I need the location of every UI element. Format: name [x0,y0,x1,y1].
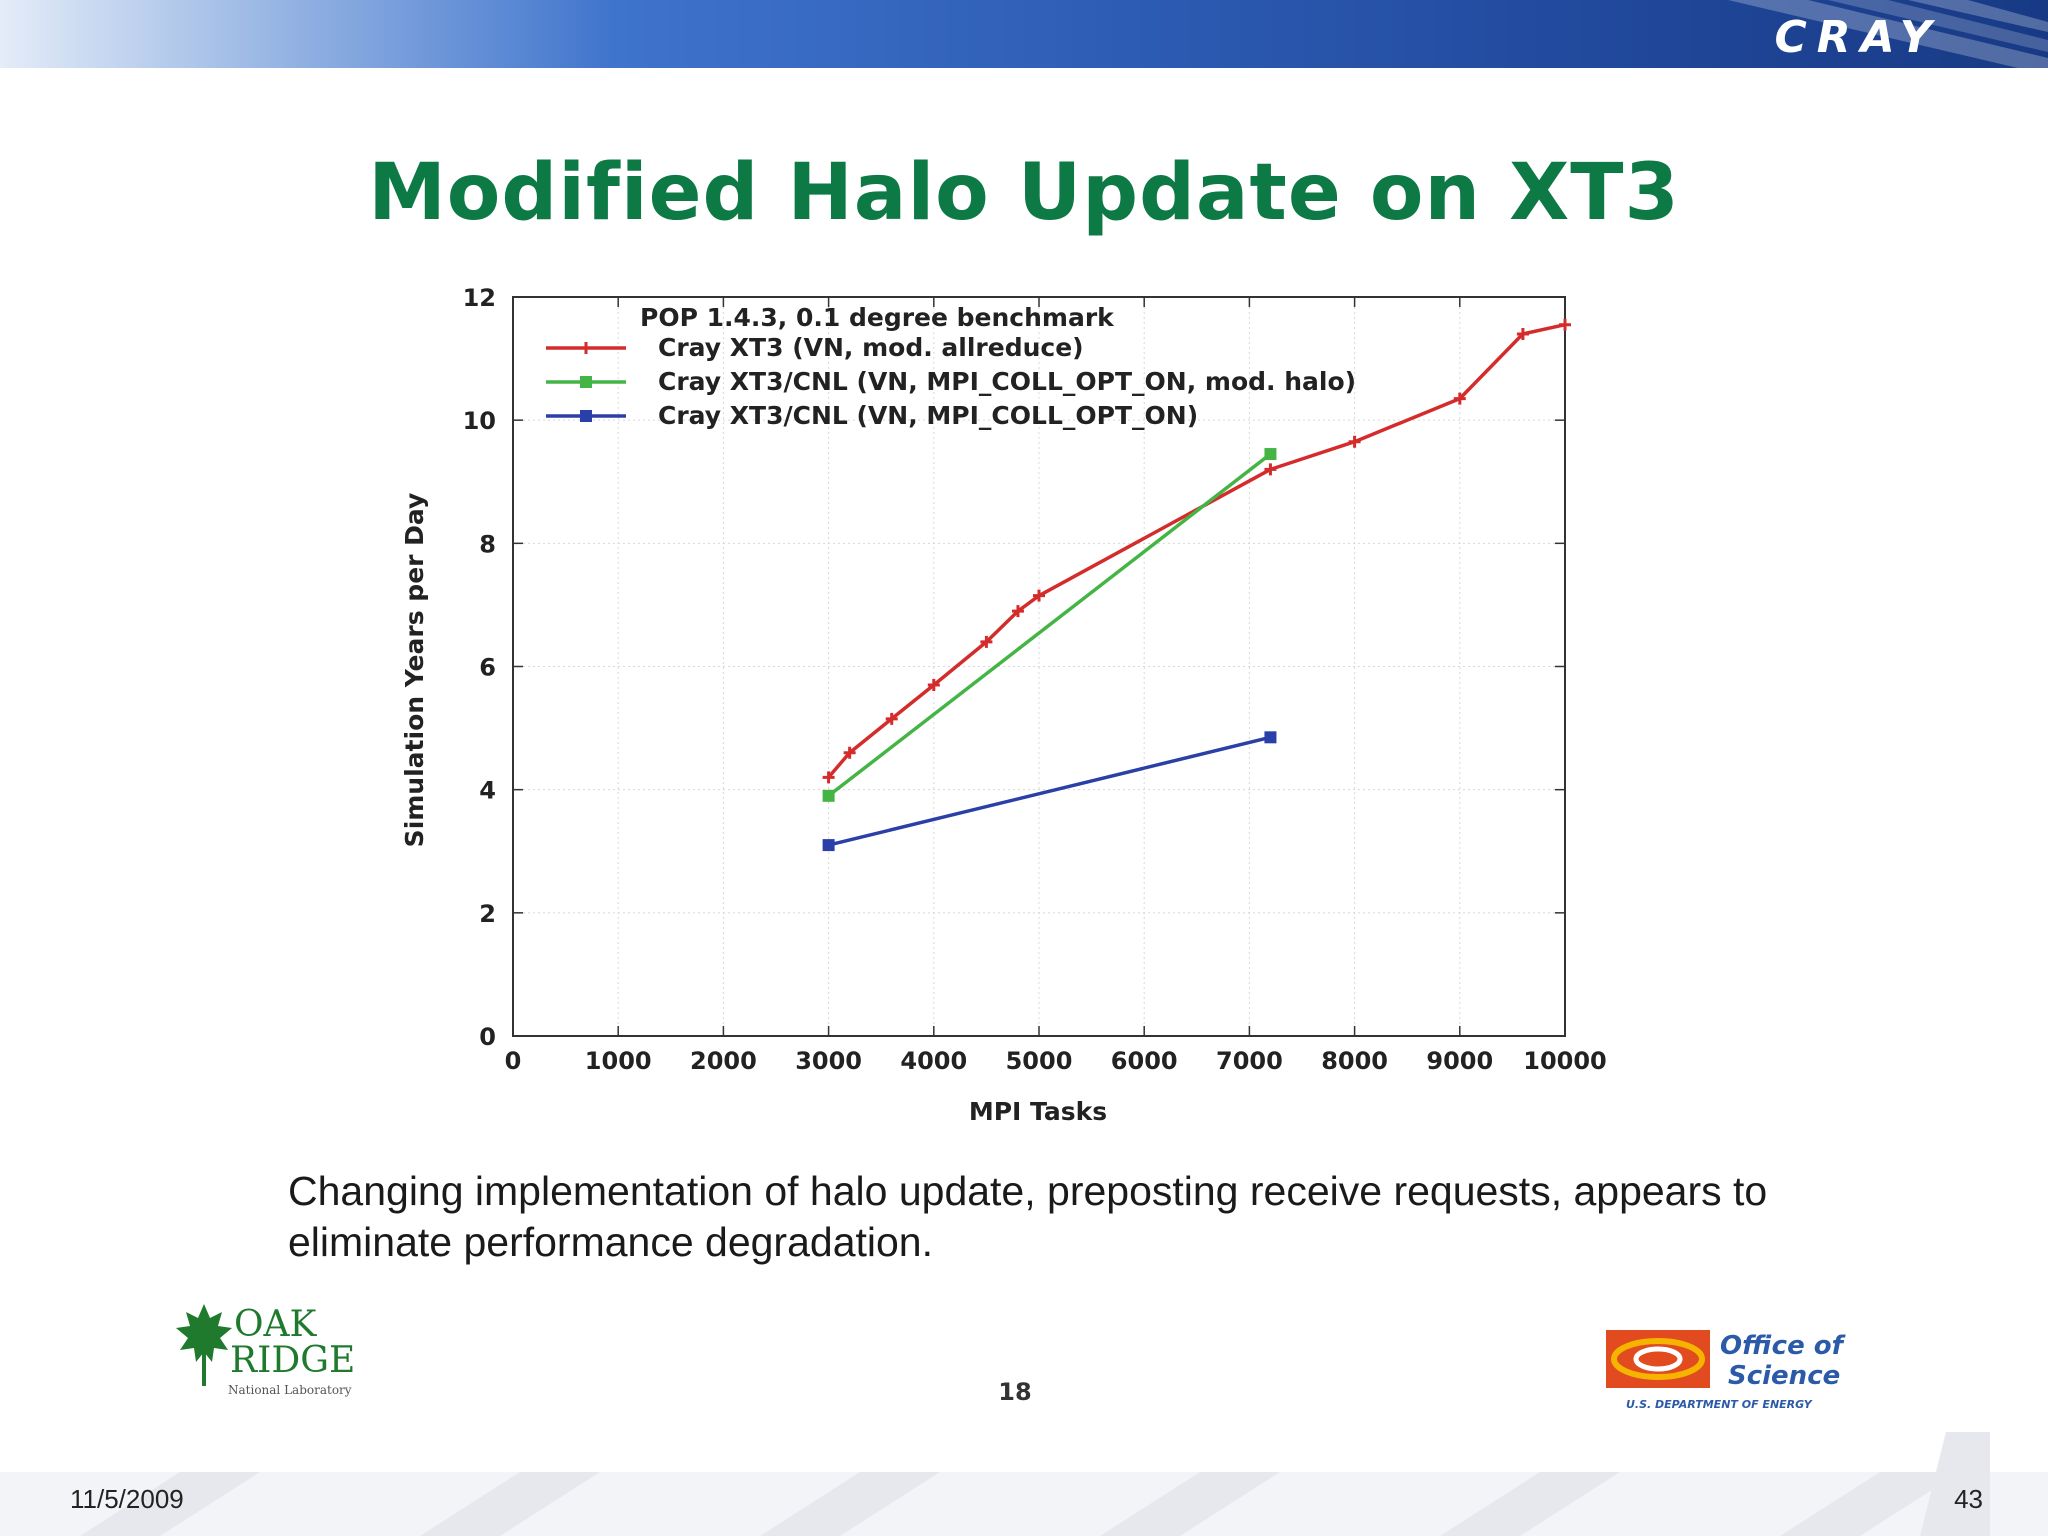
atom-icon [1606,1330,1710,1388]
slide-date: 11/5/2009 [70,1484,184,1514]
ornl-line2: RIDGE [230,1340,355,1381]
series-line [827,452,1272,798]
series-1 [822,318,1571,784]
x-tick-label: 2000 [690,1047,757,1075]
bottom-decor [0,1432,2048,1536]
series-2 [822,448,1277,802]
data-point [980,635,993,648]
data-point [822,789,835,802]
doe-line2: Science [1728,1361,1840,1391]
x-tick-label: 10000 [1523,1047,1607,1075]
legend-item: Cray XT3/CNL (VN, MPI_COLL_OPT_ON) [546,401,1198,430]
data-point [843,746,856,759]
series-line [828,735,1271,847]
page-number: 43 [1954,1484,1983,1514]
legend-item: Cray XT3 (VN, mod. allreduce) [546,333,1084,362]
svg-text:CRAY: CRAY [1774,12,1941,58]
chart-legend: POP 1.4.3, 0.1 degree benchmark Cray XT3… [546,303,1356,430]
data-point [885,712,898,725]
x-tick-label: 6000 [1111,1047,1178,1075]
x-axis: 0 1000 2000 3000 4000 5000 6000 7000 8000 9000 100… [505,297,1607,1075]
x-tick-label: 4000 [900,1047,967,1075]
y-tick-label: 12 [463,284,496,312]
x-tick-label: 3000 [795,1047,862,1075]
data-point [1264,463,1277,476]
data-point [1559,318,1571,331]
data-point [580,410,592,422]
office-of-science-logo: Office of Science U.S. DEPARTMENT OF ENE… [1606,1330,1847,1411]
y-tick-label: 10 [463,407,496,435]
doe-line3: U.S. DEPARTMENT OF ENERGY [1626,1398,1813,1411]
x-tick-label: 1000 [585,1047,652,1075]
y-tick-label: 6 [479,654,496,682]
x-tick-label: 7000 [1216,1047,1283,1075]
cray-logo: CRAY [1774,12,1941,58]
line-chart: 0 1000 2000 3000 4000 5000 6000 7000 8000 9000 100… [400,284,1607,1126]
x-tick-label: 0 [505,1047,522,1075]
y-axis-label: Simulation Years per Day [400,493,429,848]
data-point [580,342,592,354]
ornl-line3: National Laboratory [228,1383,352,1397]
series-line [827,322,1566,779]
inner-page-number: 18 [998,1378,1032,1406]
doe-line1: Office of [1720,1331,1847,1361]
data-point [822,839,835,852]
series-3 [822,731,1277,852]
x-tick-label: 9000 [1426,1047,1493,1075]
top-banner: CRAY [0,0,2048,68]
ornl-line1: OAK [234,1304,318,1345]
y-tick-label: 4 [479,777,496,805]
x-tick-label: 8000 [1321,1047,1388,1075]
x-tick-label: 5000 [1006,1047,1073,1075]
data-point [1264,731,1277,744]
legend-item: Cray XT3/CNL (VN, MPI_COLL_OPT_ON, mod. … [546,367,1356,396]
data-point [1264,448,1277,461]
slide-caption: Changing implementation of halo update, … [288,1168,1768,1265]
oak-ridge-logo: OAK RIDGE National Laboratory [176,1304,355,1397]
data-point [822,771,835,784]
legend-label: Cray XT3 (VN, mod. allreduce) [658,333,1084,362]
y-axis: 0 2 4 6 8 10 12 [463,284,1565,1051]
chart-series [822,318,1571,852]
data-point [580,376,592,388]
data-point [1033,589,1045,602]
data-point [927,678,940,691]
y-tick-label: 2 [479,900,496,928]
data-point [1453,392,1466,405]
data-point [1011,605,1024,618]
oak-leaf-icon [176,1304,232,1386]
data-point [1516,327,1529,340]
y-tick-label: 0 [479,1023,496,1051]
legend-label: Cray XT3/CNL (VN, MPI_COLL_OPT_ON, mod. … [658,367,1356,396]
data-point [1348,435,1361,448]
banner-streaks [1728,0,2048,68]
y-tick-label: 8 [479,530,496,558]
legend-label: Cray XT3/CNL (VN, MPI_COLL_OPT_ON) [658,401,1198,430]
x-axis-label: MPI Tasks [969,1097,1107,1126]
legend-title: POP 1.4.3, 0.1 degree benchmark [640,303,1115,332]
slide-title: Modified Halo Update on XT3 [368,148,1680,238]
